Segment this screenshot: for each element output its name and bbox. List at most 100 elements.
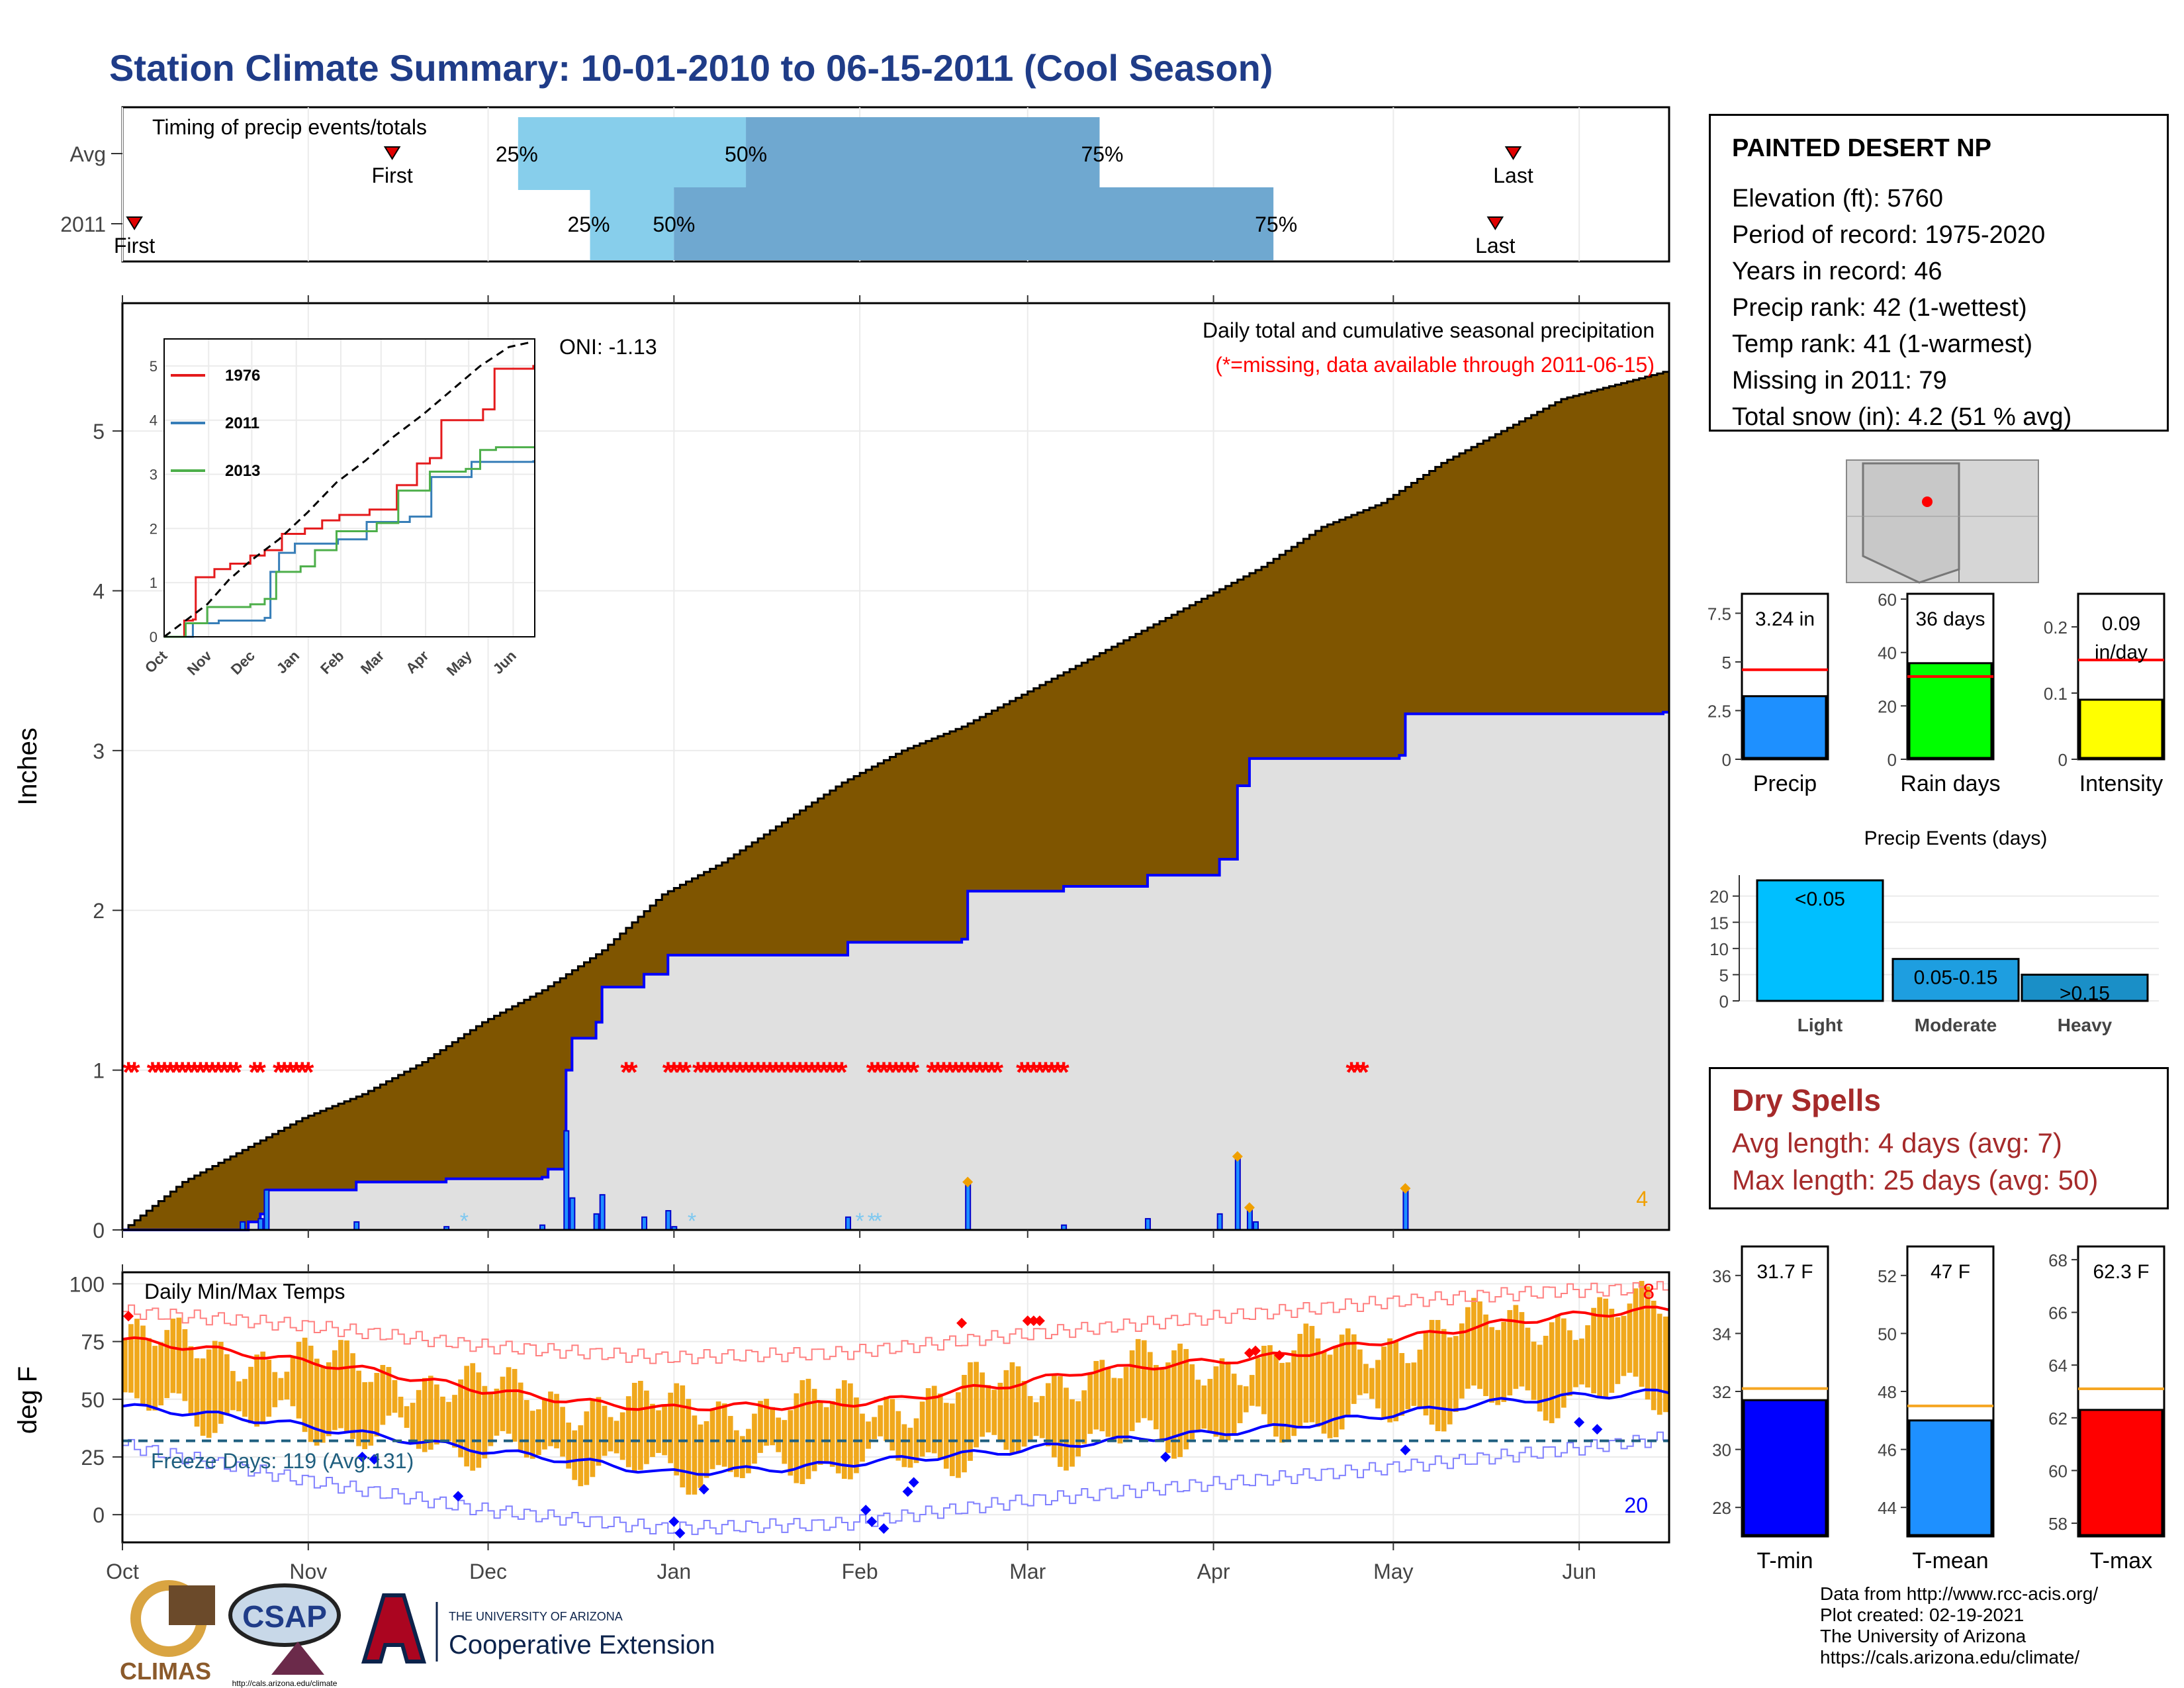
- stat-ytick-label: 52: [1878, 1266, 1897, 1286]
- missing-day-marker: *: [788, 1056, 800, 1089]
- missing-day-marker: *: [836, 1056, 848, 1089]
- daily-temp-bar: [476, 1372, 482, 1468]
- daily-precip-bar: [353, 1221, 360, 1231]
- daily-temp-bar: [1495, 1330, 1501, 1405]
- daily-temp-bar: [901, 1424, 907, 1468]
- daily-temp-bar: [1327, 1354, 1333, 1438]
- snow-event-marker: [1244, 1202, 1255, 1213]
- temp-ytick-label: 75: [81, 1331, 105, 1354]
- stat-ytick-label: 44: [1878, 1498, 1897, 1518]
- missing-day-marker: *: [980, 1056, 992, 1089]
- daily-temp-bar: [158, 1342, 164, 1406]
- daily-temp-bar: [968, 1362, 973, 1461]
- missing-day-marker: *: [183, 1056, 195, 1089]
- daily-temp-bar: [931, 1385, 937, 1454]
- missing-day-marker: *: [698, 1056, 710, 1089]
- daily-temp-bar: [578, 1425, 584, 1487]
- daily-temp-bar: [746, 1429, 751, 1474]
- daily-temp-bar: [913, 1418, 919, 1464]
- daily-temp-bar: [1333, 1346, 1339, 1438]
- missing-day-marker: *: [890, 1056, 902, 1089]
- daily-temp-bar: [1531, 1341, 1537, 1400]
- daily-temp-bar: [1129, 1350, 1135, 1431]
- timing-bar-50-75: [746, 117, 1100, 190]
- daily-temp-bar: [1477, 1301, 1482, 1389]
- climas-logo-text: CLIMAS: [120, 1658, 211, 1685]
- stat-ytick-label: 36: [1712, 1266, 1731, 1286]
- daily-temp-bar: [1597, 1297, 1603, 1399]
- stat-bar-Precip: [1743, 695, 1827, 759]
- daily-temp-bar: [224, 1354, 230, 1415]
- daily-temp-bar: [320, 1366, 326, 1443]
- daily-temp-bar: [332, 1350, 338, 1430]
- missing-day-marker: *: [212, 1056, 224, 1089]
- daily-temp-bar: [829, 1401, 835, 1467]
- daily-temp-bar: [1543, 1335, 1549, 1421]
- daily-temp-bar: [302, 1337, 308, 1432]
- footer-plot-created: Plot created: 02-19-2021: [1820, 1605, 2025, 1625]
- missing-day-marker: *: [1046, 1056, 1058, 1089]
- daily-temp-bar: [422, 1378, 428, 1452]
- daily-temp-bar: [518, 1382, 523, 1451]
- daily-temp-bar: [1513, 1305, 1519, 1389]
- daily-temp-bar: [464, 1366, 470, 1467]
- daily-temp-bar: [452, 1395, 457, 1448]
- record-min-line: [122, 1431, 1669, 1535]
- record-high-marker: [123, 1311, 134, 1322]
- daily-temp-bar: [907, 1427, 913, 1468]
- inset-series-line-2011: [164, 460, 535, 638]
- precip-events-title: Precip Events (days): [1864, 827, 2048, 849]
- daily-temp-bar: [1645, 1286, 1651, 1400]
- stat-category-label-T-max: T-max: [2090, 1548, 2152, 1573]
- precip-event-bar-Moderate: [1891, 958, 2020, 1002]
- dry-spells-title: Dry Spells: [1732, 1083, 1881, 1117]
- missing-day-marker: *: [884, 1056, 896, 1089]
- daily-temp-bar: [1249, 1375, 1255, 1406]
- missing-day-marker: *: [249, 1056, 261, 1089]
- temp-ytick-label: 100: [69, 1272, 105, 1296]
- daily-temp-bar: [1483, 1314, 1488, 1397]
- missing-day-marker: *: [872, 1056, 884, 1089]
- precip-event-value-Moderate: 0.05-0.15: [1914, 967, 1998, 989]
- daily-temp-bar: [446, 1401, 451, 1442]
- timing-label-25: 25%: [496, 142, 538, 166]
- record-low-marker: [1592, 1424, 1603, 1435]
- daily-temp-bar: [1519, 1312, 1525, 1387]
- stat-ytick-label: 60: [2048, 1461, 2068, 1481]
- daily-temp-bar: [1453, 1336, 1459, 1412]
- first-event-marker: [126, 216, 143, 230]
- daily-temp-bar: [506, 1367, 512, 1434]
- temp-xtick-label: May: [1373, 1560, 1413, 1583]
- daily-temp-bar: [727, 1416, 733, 1472]
- missing-day-marker: *: [171, 1056, 183, 1089]
- daily-temp-bar: [1165, 1362, 1171, 1453]
- missing-day-marker: *: [950, 1056, 962, 1089]
- daily-temp-bar: [1183, 1348, 1189, 1450]
- record-low-marker: [1574, 1417, 1585, 1428]
- record-high-marker: [1034, 1315, 1045, 1327]
- missing-day-marker: *: [806, 1056, 818, 1089]
- stat-bar-T-mean: [1908, 1419, 1993, 1536]
- daily-temp-bar: [1309, 1326, 1315, 1423]
- missing-day-marker: *: [938, 1056, 950, 1089]
- daily-temp-bar: [739, 1436, 745, 1478]
- daily-temp-bar: [152, 1346, 158, 1411]
- events-ytick-label: 20: [1709, 887, 1729, 907]
- daily-temp-bar: [1255, 1358, 1261, 1407]
- inset-avg-cumulative-line: [163, 340, 534, 638]
- daily-temp-bar: [1279, 1362, 1285, 1443]
- missing-day-marker: *: [674, 1056, 686, 1089]
- daily-temp-bar: [248, 1366, 253, 1424]
- daily-temp-bar: [848, 1383, 853, 1479]
- daily-precip-bar: [240, 1221, 246, 1231]
- missing-day-marker: *: [932, 1056, 944, 1089]
- missing-day-marker: *: [818, 1056, 830, 1089]
- daily-temp-bar: [1003, 1370, 1009, 1450]
- timing-label-75: 75%: [1255, 212, 1297, 236]
- daily-temp-bar: [974, 1362, 979, 1448]
- precip-panel-frame: [121, 302, 1670, 1231]
- daily-temp-bar: [1429, 1319, 1435, 1425]
- daily-temp-bar: [884, 1396, 889, 1441]
- daily-precip-bar: [965, 1181, 972, 1231]
- station-location-dot: [1922, 496, 1933, 507]
